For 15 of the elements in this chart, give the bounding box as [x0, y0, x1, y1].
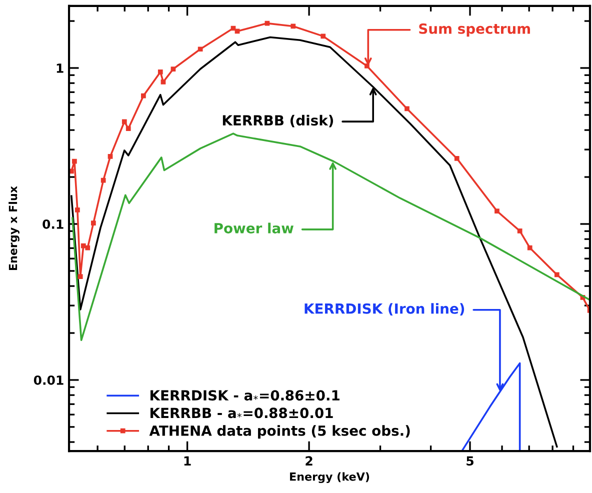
x-tick-label: 5: [466, 456, 474, 466]
annotation: Power law: [214, 222, 294, 234]
y-tick-label: 0.1: [42, 219, 64, 229]
x-axis-title: Energy (keV): [290, 472, 370, 484]
y-tick-label: 1: [56, 64, 64, 73]
x-tick-label: 1: [184, 456, 191, 466]
x-tick-label: 2: [306, 456, 312, 466]
legend-label: KERRDISK - a$_{*}$=0.86±0.1: [150, 390, 340, 401]
annotation: KERRBB (disk): [222, 114, 334, 128]
annotation: KERRDISK (Iron line): [304, 303, 464, 316]
annotation: Sum spectrum: [419, 23, 530, 37]
y-tick-label: 0.01: [34, 375, 64, 385]
legend-label: KERRBB - a$_{*}$=0.88±0.01: [150, 408, 333, 418]
y-axis-title: Energy x Flux: [8, 186, 20, 270]
legend-label: ATHENA data points (5 ksec obs.): [149, 425, 410, 439]
